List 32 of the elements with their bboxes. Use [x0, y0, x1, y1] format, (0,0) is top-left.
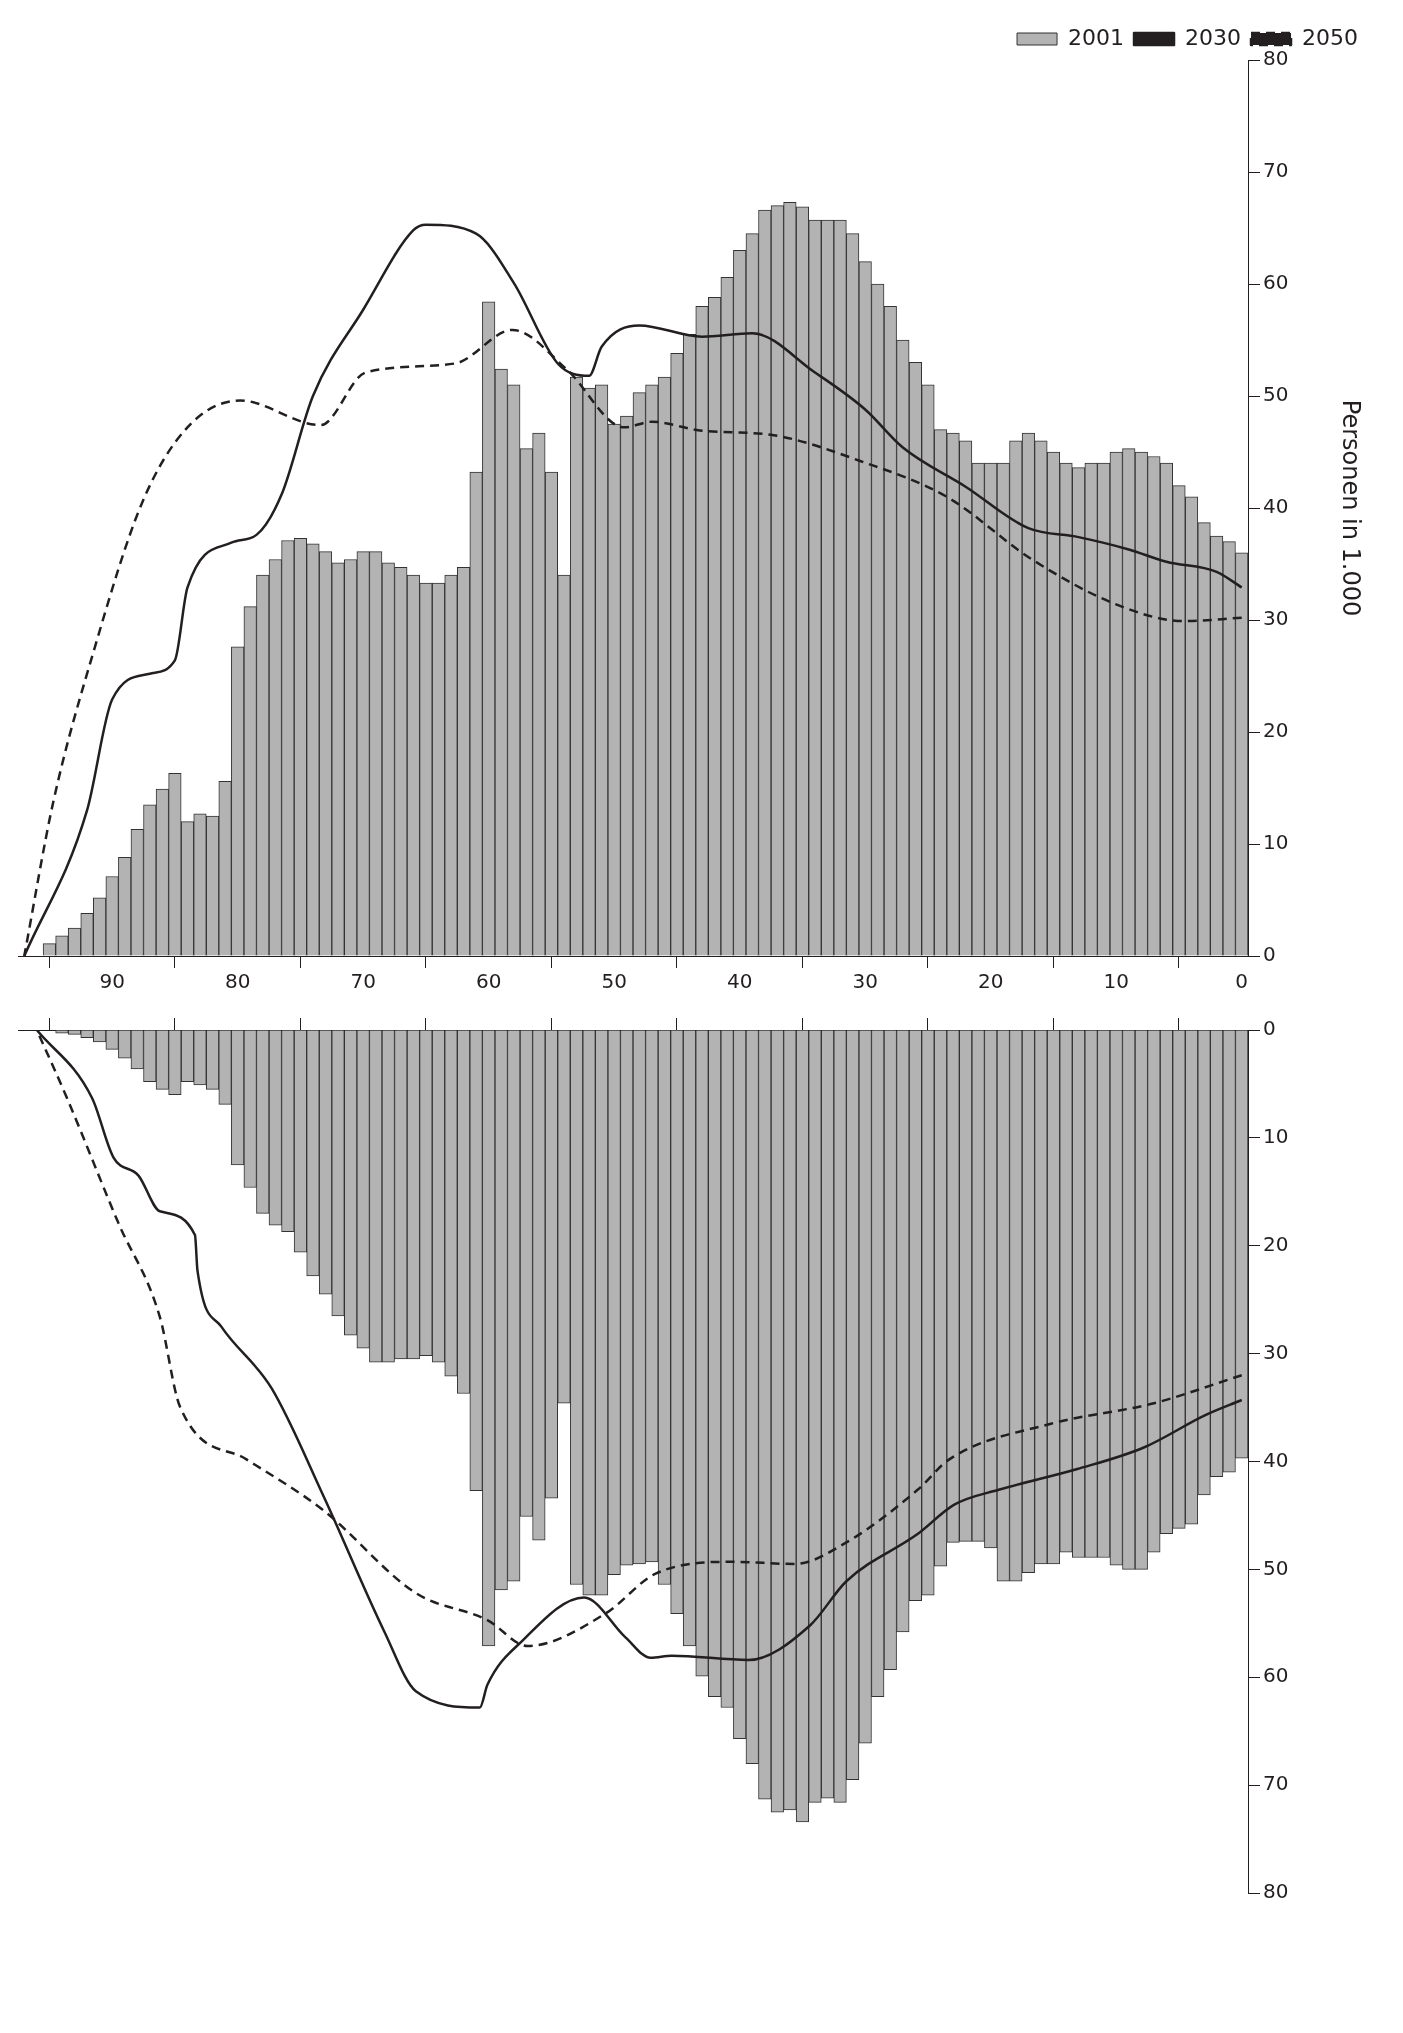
y-tick-label: 20: [1263, 718, 1289, 743]
y-tick-label: 70: [1263, 158, 1289, 183]
x-tick-label: 60: [475, 969, 502, 994]
y-tick-label: 0: [1263, 1016, 1276, 1041]
x-tick-label: 90: [99, 969, 125, 994]
y-tick-label: 20: [1263, 1231, 1289, 1256]
y-tick-label: 50: [1263, 1555, 1289, 1580]
y-tick-label: 10: [1263, 1124, 1289, 1149]
y-tick-label: 60: [1263, 1663, 1289, 1688]
x-tick-label: 80: [224, 969, 251, 994]
y-tick-label: 10: [1263, 830, 1289, 855]
y-tick-label: 80: [1263, 1879, 1289, 1904]
legend-label: 2030: [1185, 24, 1242, 50]
x-tick-label: 70: [350, 969, 376, 994]
y-tick-label: 50: [1263, 382, 1289, 407]
x-tick-label: 10: [1103, 969, 1129, 994]
y-tick-label: 40: [1263, 494, 1289, 519]
y-tick-label: 40: [1263, 1447, 1289, 1472]
y-tick-label: 60: [1263, 270, 1289, 295]
x-tick-label: 40: [726, 969, 753, 994]
y-tick-label: 30: [1263, 606, 1289, 631]
x-tick-label: 30: [852, 969, 878, 994]
y-tick-label: 70: [1263, 1771, 1289, 1796]
y-tick-label: 30: [1263, 1339, 1289, 1364]
legend-label: 2001: [1068, 24, 1125, 50]
legend-label: 2050: [1302, 24, 1359, 50]
y-tick-label: 80: [1263, 46, 1289, 71]
x-tick-label: 0: [1235, 969, 1249, 994]
y-axis-title: Personen in 1.000: [1337, 399, 1366, 617]
x-tick-label: 50: [601, 969, 627, 994]
y-tick-label: 0: [1263, 942, 1276, 967]
x-tick-label: 20: [977, 969, 1004, 994]
